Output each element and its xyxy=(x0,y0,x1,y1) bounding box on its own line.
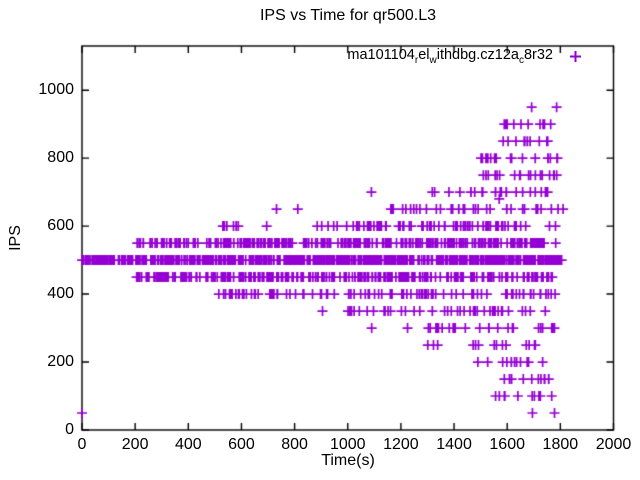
x-tick-label: 200 xyxy=(121,436,149,453)
x-tick-label: 400 xyxy=(174,436,202,453)
legend: ma101104relwithdbg.cz12ac8r32 xyxy=(347,47,582,65)
y-tick-label: 1000 xyxy=(38,81,74,99)
x-tick-label: 2000 xyxy=(595,436,632,453)
y-tick-label: 400 xyxy=(47,285,74,303)
y-tick-label: 800 xyxy=(47,149,74,167)
y-axis-label: IPS xyxy=(7,225,24,251)
x-tick-label: 1600 xyxy=(489,436,525,453)
y-tick-label: 600 xyxy=(47,217,74,235)
y-tick-label: 0 xyxy=(65,421,74,438)
legend-marker-plus-icon xyxy=(569,50,582,63)
plot-title: IPS vs Time for qr500.L3 xyxy=(259,7,437,24)
x-tick-label: 1400 xyxy=(436,436,472,453)
x-tick-label: 0 xyxy=(77,436,87,453)
y-tick-label: 200 xyxy=(47,353,74,371)
x-tick-label: 600 xyxy=(228,436,255,453)
x-tick-label: 1800 xyxy=(542,436,579,453)
x-axis-label: Time(s) xyxy=(321,452,375,469)
legend-label: ma101104relwithdbg.cz12ac8r32 xyxy=(347,46,553,66)
x-tick-label: 1000 xyxy=(329,436,366,453)
x-tick-label: 800 xyxy=(281,436,308,453)
x-tick-label: 1200 xyxy=(383,436,419,453)
